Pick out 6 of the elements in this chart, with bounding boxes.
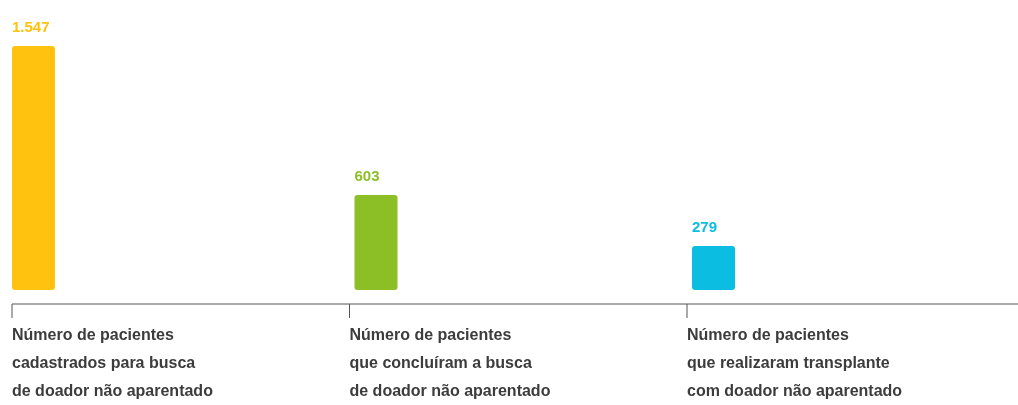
x-tick-label: Número de pacientes que concluíram a busca de doador não aparentado xyxy=(349,326,551,399)
x-tick-label: Número de pacientes que realizaram transplante com doador não aparentado xyxy=(687,326,903,399)
data-label: 603 xyxy=(354,166,380,184)
x-tick-label: Número de pacientes cadastrados para busca de doador não aparentado xyxy=(12,326,214,399)
data-label: 279 xyxy=(692,217,718,235)
data-label: 1.547 xyxy=(12,18,50,35)
